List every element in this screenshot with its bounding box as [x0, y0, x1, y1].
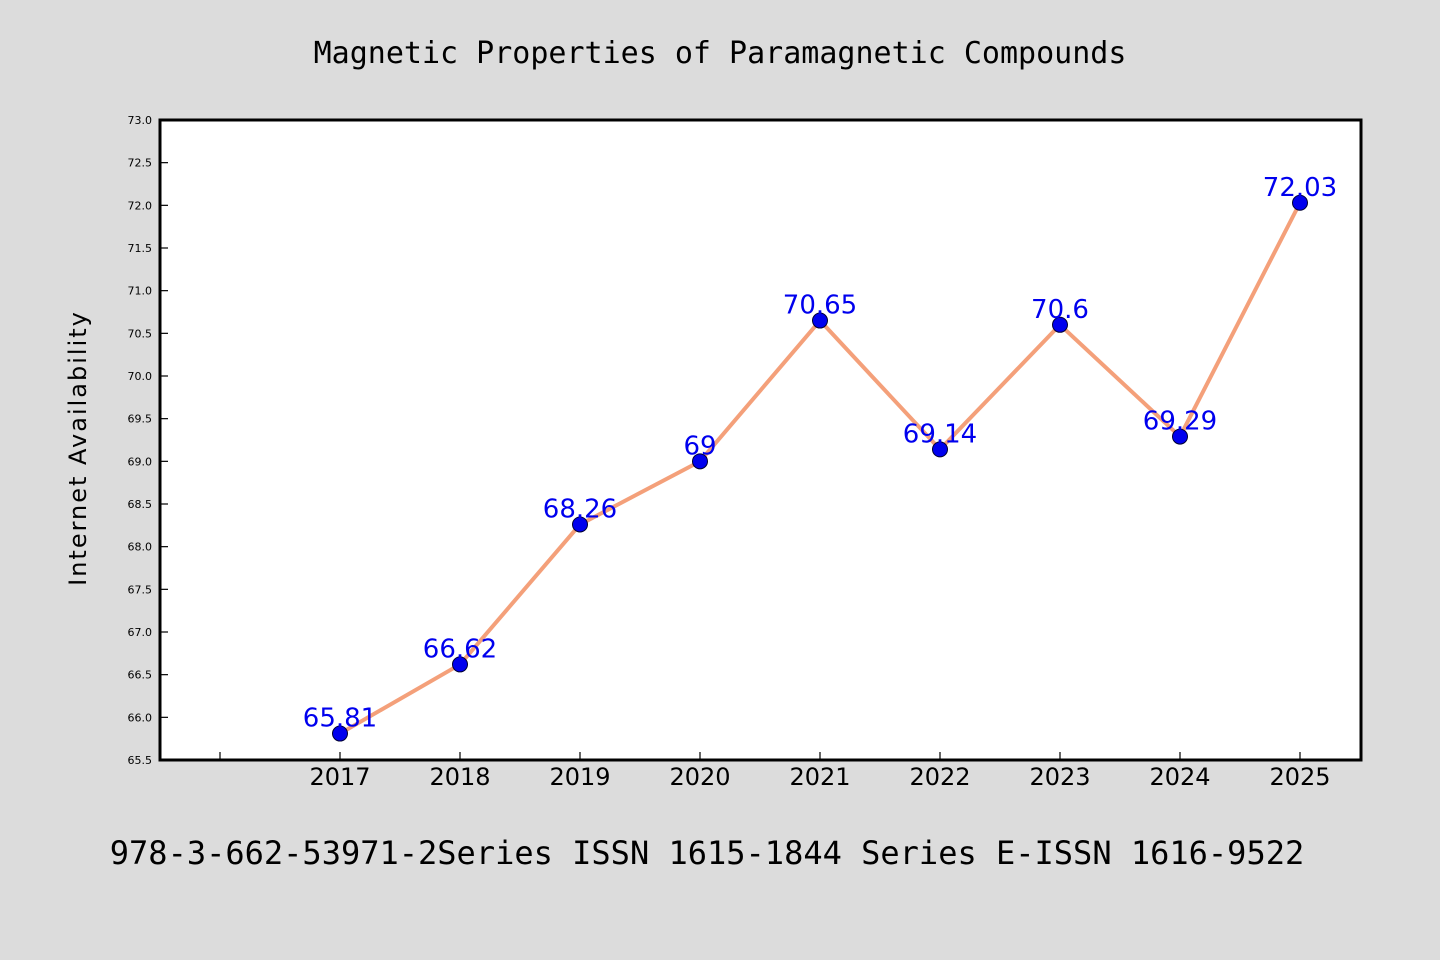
y-tick-label: 67.0: [128, 626, 153, 639]
data-point: [332, 725, 348, 742]
x-tick-label: 2024: [1149, 763, 1210, 791]
data-label: 68.26: [543, 494, 617, 524]
y-tick-label: 70.0: [128, 370, 153, 383]
y-tick-label: 69.0: [128, 455, 153, 468]
y-tick-label: 65.5: [128, 754, 153, 767]
chart-title: Magnetic Properties of Paramagnetic Comp…: [314, 36, 1127, 71]
x-tick-label: 2021: [789, 763, 850, 791]
data-labels-layer: 65.81 66.62 68.26 69 70.65 69.14 70.6 69.29 72.0…: [303, 173, 1337, 734]
plot-area: [158, 118, 1363, 762]
x-tick-label: 2019: [549, 763, 610, 791]
data-point: [452, 656, 468, 673]
y-tick-label: 69.5: [128, 413, 153, 426]
x-tick-label: 2022: [909, 763, 970, 791]
data-label: 66.62: [423, 634, 497, 664]
x-tick-label: 2018: [429, 763, 490, 791]
x-tick-label: 2023: [1029, 763, 1090, 791]
data-point: [692, 453, 708, 470]
y-tick-label: 71.0: [128, 285, 153, 298]
data-label: 69: [683, 431, 716, 461]
data-label: 72.03: [1263, 173, 1337, 203]
data-point: [932, 441, 948, 458]
data-label: 70.65: [783, 291, 857, 321]
y-tick-label: 67.5: [128, 583, 153, 596]
series-layer: [332, 194, 1308, 742]
y-tick-label: 72.0: [128, 199, 153, 212]
data-point: [572, 516, 588, 533]
y-tick-label: 72.5: [128, 157, 153, 170]
y-tick-label: 68.0: [128, 541, 153, 554]
x-tick-label: 2017: [309, 763, 370, 791]
data-label: 69.29: [1143, 407, 1217, 437]
y-tick-label: 71.5: [128, 242, 153, 255]
y-axis-ticks: 65.5 66.0 66.5 67.0 67.5 68.0 68.5 69.0 69.5 70.0…: [128, 114, 168, 767]
data-point: [1052, 316, 1068, 333]
x-axis-ticks: 2017 2018 2019 2020 2021 2022 2023 2024 2025: [219, 752, 1331, 791]
y-tick-label: 68.5: [128, 498, 153, 511]
y-tick-label: 66.0: [128, 711, 153, 724]
data-point: [1172, 428, 1188, 445]
y-tick-label: 66.5: [128, 669, 153, 682]
data-point: [812, 312, 828, 329]
data-label: 65.81: [303, 704, 377, 734]
y-tick-label: 73.0: [128, 114, 153, 127]
data-label: 70.6: [1031, 295, 1089, 325]
x-tick-label: 2020: [669, 763, 730, 791]
data-point: [1292, 194, 1308, 211]
x-tick-label: 2025: [1269, 763, 1330, 791]
footer-text: 978-3-662-53971-2Series ISSN 1615-1844 S…: [110, 834, 1304, 872]
data-label: 69.14: [903, 419, 977, 449]
y-tick-label: 70.5: [128, 327, 153, 340]
y-axis-label: Internet Availability: [64, 310, 92, 586]
